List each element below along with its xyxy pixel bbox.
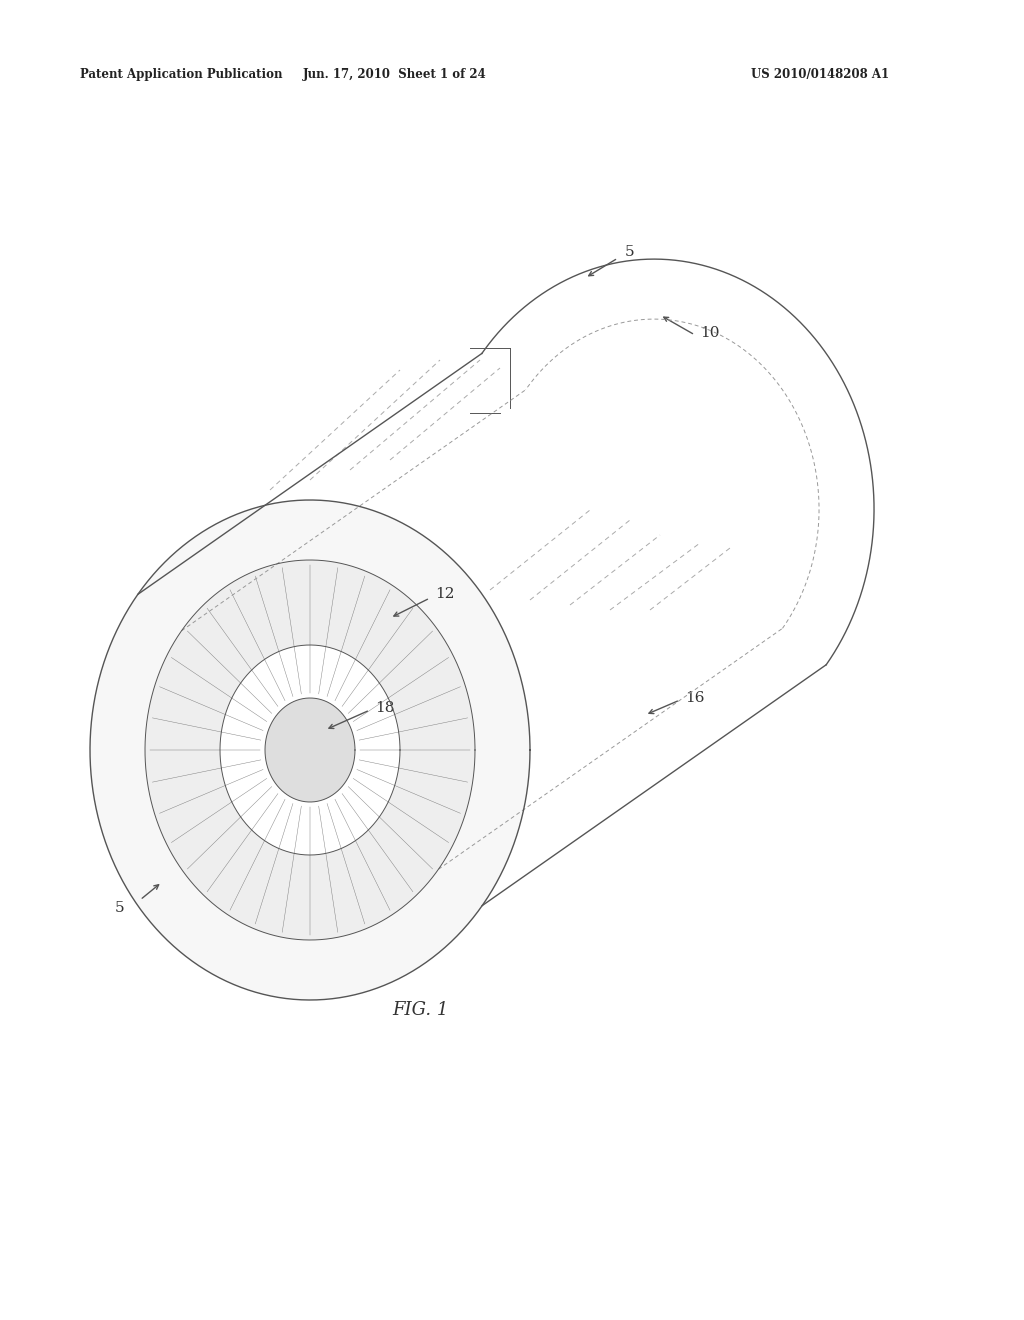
Text: 12: 12 (435, 587, 455, 601)
Text: Patent Application Publication: Patent Application Publication (80, 69, 283, 81)
Text: FIG. 1: FIG. 1 (392, 1001, 449, 1019)
Text: 16: 16 (685, 690, 705, 705)
Text: 5: 5 (625, 246, 635, 259)
Text: 10: 10 (700, 326, 720, 341)
Polygon shape (145, 560, 475, 940)
Text: US 2010/0148208 A1: US 2010/0148208 A1 (751, 69, 889, 81)
Polygon shape (90, 500, 530, 1001)
Text: 18: 18 (375, 701, 394, 715)
Text: 5: 5 (115, 902, 125, 915)
Polygon shape (265, 698, 355, 803)
Text: Jun. 17, 2010  Sheet 1 of 24: Jun. 17, 2010 Sheet 1 of 24 (303, 69, 486, 81)
